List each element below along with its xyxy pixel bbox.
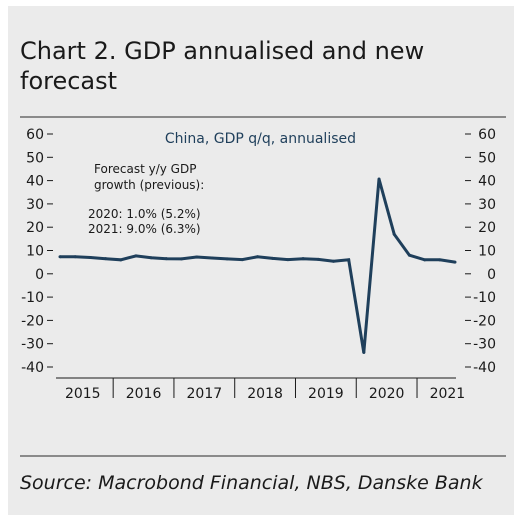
x-tick-label: 2015 (65, 386, 101, 402)
y-tick-label-left: -20 (21, 313, 44, 329)
gdp-data-point (225, 257, 229, 261)
gdp-data-point (392, 232, 396, 236)
gdp-data-point (286, 258, 290, 262)
y-tick-label-left: 10 (26, 244, 44, 260)
bottom-divider (20, 455, 506, 457)
source-note: Source: Macrobond Financial, NBS, Danske… (20, 472, 483, 494)
y-tick-label-left: 20 (26, 220, 44, 236)
x-tick-label: 2021 (430, 386, 466, 402)
y-tick-label-right: 10 (478, 244, 496, 260)
y-tick-label-left: 0 (35, 267, 44, 283)
series-legend-label: China, GDP q/q, annualised (165, 131, 356, 147)
gdp-data-point (240, 258, 244, 262)
y-tick-label-left: 40 (26, 174, 44, 190)
y-tick-label-right: -10 (473, 290, 496, 306)
y-tick-label-left: -10 (21, 290, 44, 306)
gdp-data-point (164, 257, 168, 261)
gdp-data-point (256, 255, 259, 259)
y-tick-label-right: 30 (478, 197, 496, 213)
y-tick-label-left: -30 (21, 337, 44, 353)
gdp-data-point (438, 258, 442, 262)
y-tick-label-right: 0 (487, 267, 496, 283)
gdp-data-point (180, 257, 184, 261)
y-tick-label-right: 20 (478, 220, 496, 236)
y-tick-label-left: 30 (26, 197, 44, 213)
gdp-data-point (331, 259, 335, 263)
gdp-data-point (104, 257, 108, 261)
x-tick-label: 2017 (187, 386, 223, 402)
y-tick-label-right: 60 (478, 127, 496, 143)
x-tick-label: 2019 (308, 386, 344, 402)
gdp-data-point (88, 255, 92, 259)
gdp-data-point (301, 257, 305, 261)
y-tick-label-left: 60 (26, 127, 44, 143)
gdp-data-point (316, 257, 320, 261)
gdp-data-point (407, 253, 411, 257)
gdp-data-point (58, 255, 62, 259)
x-tick-label: 2016 (126, 386, 162, 402)
y-tick-label-left: 50 (26, 150, 44, 166)
gdp-data-point (195, 255, 199, 259)
gdp-data-point (73, 255, 77, 259)
x-tick-label: 2020 (369, 386, 405, 402)
y-tick-label-left: -40 (21, 360, 44, 376)
gdp-data-point (362, 351, 366, 355)
y-tick-label-right: 50 (478, 150, 496, 166)
y-tick-label-right: -20 (473, 313, 496, 329)
gdp-data-point (271, 256, 275, 260)
gdp-data-point (210, 256, 214, 260)
y-tick-label-right: -40 (473, 360, 496, 376)
gdp-data-point (347, 258, 351, 262)
gdp-data-point (149, 256, 153, 260)
gdp-data-point (119, 258, 123, 262)
annotation-heading-line2: growth (previous): (94, 178, 204, 192)
top-divider (20, 116, 506, 118)
y-tick-label-right: -30 (473, 337, 496, 353)
chart-title: Chart 2. GDP annualised and new forecast (20, 37, 425, 95)
annotation-2020: 2020: 1.0% (5.2%) (88, 207, 201, 221)
gdp-data-point (453, 260, 457, 264)
annotation-heading-line1: Forecast y/y GDP (94, 162, 196, 176)
gdp-series-line (60, 178, 456, 353)
gdp-data-point (377, 177, 381, 181)
x-tick-label: 2018 (247, 386, 283, 402)
gdp-data-point (423, 258, 427, 262)
annotation-2021: 2021: 9.0% (6.3%) (88, 222, 201, 236)
y-tick-label-right: 40 (478, 174, 496, 190)
gdp-data-point (134, 254, 138, 258)
